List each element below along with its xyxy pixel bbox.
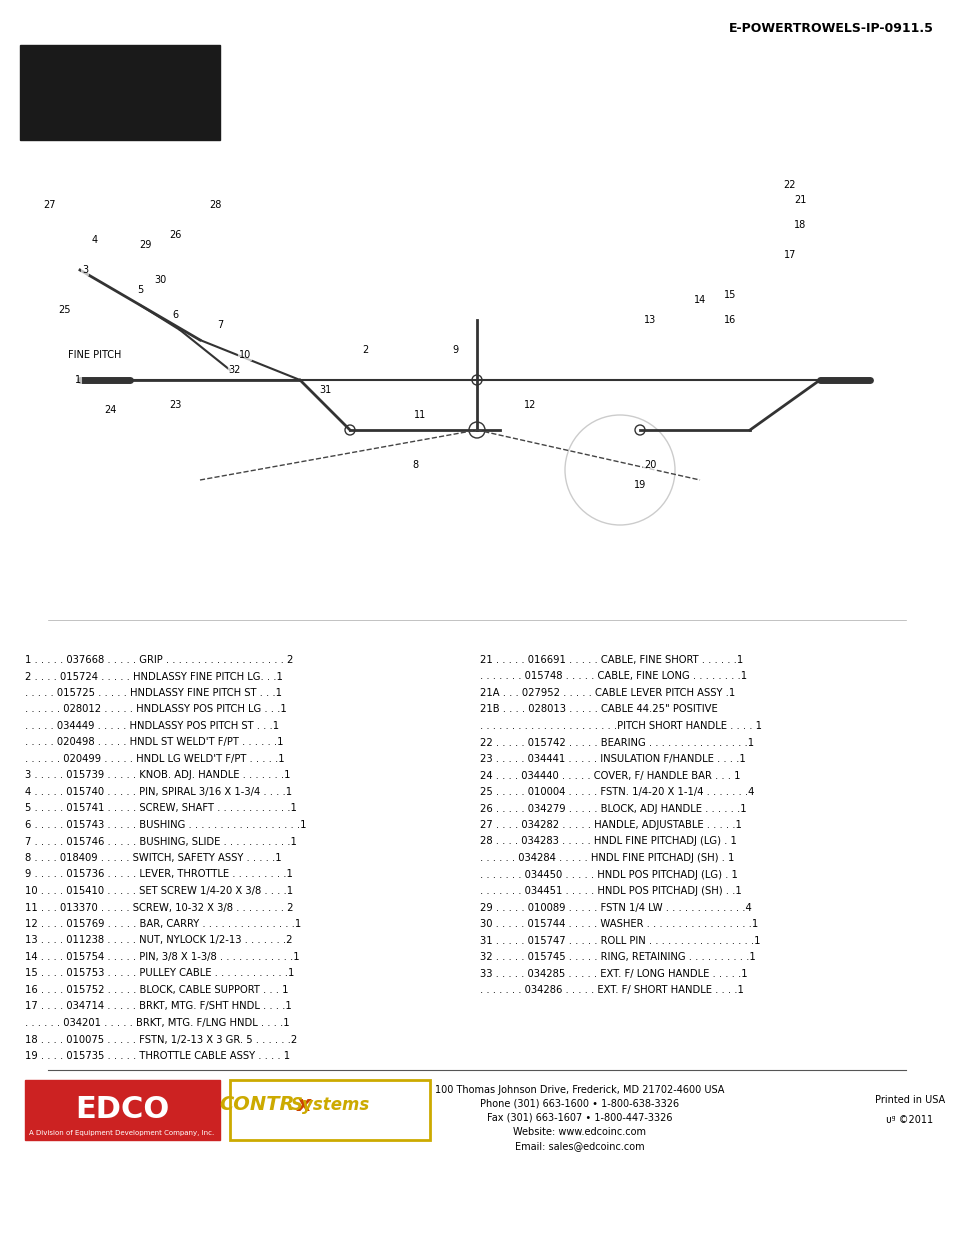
Text: 29 . . . . . 010089 . . . . . FSTN 1/4 LW . . . . . . . . . . . . .4: 29 . . . . . 010089 . . . . . FSTN 1/4 L… — [479, 903, 751, 913]
Text: . . . . . . . 034286 . . . . . EXT. F/ SHORT HANDLE . . . .1: . . . . . . . 034286 . . . . . EXT. F/ S… — [479, 986, 743, 995]
FancyBboxPatch shape — [230, 1079, 430, 1140]
Text: 17: 17 — [783, 249, 796, 261]
Text: ᴜᵍ ©2011: ᴜᵍ ©2011 — [885, 1115, 933, 1125]
Text: 9 . . . . . 015736 . . . . . LEVER, THROTTLE . . . . . . . . .1: 9 . . . . . 015736 . . . . . LEVER, THRO… — [25, 869, 293, 879]
Text: 11: 11 — [414, 410, 426, 420]
Text: . . . . . . . 034451 . . . . . HNDL POS PITCHADJ (SH) . .1: . . . . . . . 034451 . . . . . HNDL POS … — [479, 885, 741, 897]
Text: 18 . . . . 010075 . . . . . FSTN, 1/2-13 X 3 GR. 5 . . . . . .2: 18 . . . . 010075 . . . . . FSTN, 1/2-13… — [25, 1035, 297, 1045]
Text: 25 . . . . . 010004 . . . . . FSTN. 1/4-20 X 1-1/4 . . . . . . .4: 25 . . . . . 010004 . . . . . FSTN. 1/4-… — [479, 787, 754, 797]
Text: 5 . . . . . 015741 . . . . . SCREW, SHAFT . . . . . . . . . . . .1: 5 . . . . . 015741 . . . . . SCREW, SHAF… — [25, 804, 296, 814]
Text: A Division of Equipment Development Company, Inc.: A Division of Equipment Development Comp… — [30, 1130, 214, 1136]
Text: 10 . . . . 015410 . . . . . SET SCREW 1/4-20 X 3/8 . . . .1: 10 . . . . 015410 . . . . . SET SCREW 1/… — [25, 885, 293, 897]
Text: 15 . . . . 015753 . . . . . PULLEY CABLE . . . . . . . . . . . .1: 15 . . . . 015753 . . . . . PULLEY CABLE… — [25, 968, 294, 978]
Text: 23: 23 — [169, 400, 181, 410]
Text: . . . . . . . 034450 . . . . . HNDL POS PITCHADJ (LG) . 1: . . . . . . . 034450 . . . . . HNDL POS … — [479, 869, 737, 879]
Text: 26: 26 — [169, 230, 181, 240]
Text: 22 . . . . . 015742 . . . . . BEARING . . . . . . . . . . . . . . . .1: 22 . . . . . 015742 . . . . . BEARING . … — [479, 737, 753, 747]
Text: 21A . . . 027952 . . . . . CABLE LEVER PITCH ASSY .1: 21A . . . 027952 . . . . . CABLE LEVER P… — [479, 688, 735, 698]
Text: 21: 21 — [793, 195, 805, 205]
Text: Printed in USA: Printed in USA — [874, 1095, 944, 1105]
Text: 12 . . . . 015769 . . . . . BAR, CARRY . . . . . . . . . . . . . . .1: 12 . . . . 015769 . . . . . BAR, CARRY .… — [25, 919, 301, 929]
Text: 100 Thomas Johnson Drive, Frederick, MD 21702-4600 USA
Phone (301) 663-1600 • 1-: 100 Thomas Johnson Drive, Frederick, MD … — [435, 1086, 724, 1151]
Text: FINE PITCH: FINE PITCH — [68, 350, 121, 359]
Text: E-POWERTROWELS-IP-0911.5: E-POWERTROWELS-IP-0911.5 — [728, 22, 933, 35]
Text: 8 . . . . 018409 . . . . . SWITCH, SAFETY ASSY . . . . .1: 8 . . . . 018409 . . . . . SWITCH, SAFET… — [25, 853, 281, 863]
Text: 2 . . . . 015724 . . . . . HNDLASSY FINE PITCH LG. . .1: 2 . . . . 015724 . . . . . HNDLASSY FINE… — [25, 672, 283, 682]
Text: . . . . . 020498 . . . . . HNDL ST WELD'T F/PT . . . . . .1: . . . . . 020498 . . . . . HNDL ST WELD'… — [25, 737, 283, 747]
Text: 9: 9 — [452, 345, 457, 354]
Text: 27: 27 — [44, 200, 56, 210]
Text: 7: 7 — [216, 320, 223, 330]
Text: 2: 2 — [361, 345, 368, 354]
Text: 31 . . . . . 015747 . . . . . ROLL PIN . . . . . . . . . . . . . . . . .1: 31 . . . . . 015747 . . . . . ROLL PIN .… — [479, 935, 760, 946]
Text: 7 . . . . . 015746 . . . . . BUSHING, SLIDE . . . . . . . . . . .1: 7 . . . . . 015746 . . . . . BUSHING, SL… — [25, 836, 296, 846]
Text: 12: 12 — [523, 400, 536, 410]
Text: 32: 32 — [229, 366, 241, 375]
Text: 30: 30 — [153, 275, 166, 285]
Text: 32 . . . . . 015745 . . . . . RING, RETAINING . . . . . . . . . .1: 32 . . . . . 015745 . . . . . RING, RETA… — [479, 952, 755, 962]
FancyBboxPatch shape — [20, 44, 220, 140]
Text: 14 . . . . 015754 . . . . . PIN, 3/8 X 1-3/8 . . . . . . . . . . . .1: 14 . . . . 015754 . . . . . PIN, 3/8 X 1… — [25, 952, 299, 962]
Text: . . . . . . 034284 . . . . . HNDL FINE PITCHADJ (SH) . 1: . . . . . . 034284 . . . . . HNDL FINE P… — [479, 853, 734, 863]
Text: 10: 10 — [238, 350, 251, 359]
Text: Systems: Systems — [290, 1095, 369, 1114]
Text: 13: 13 — [643, 315, 656, 325]
Text: 22: 22 — [783, 180, 796, 190]
Text: 24 . . . . 034440 . . . . . COVER, F/ HANDLE BAR . . . 1: 24 . . . . 034440 . . . . . COVER, F/ HA… — [479, 771, 740, 781]
Text: 4: 4 — [91, 235, 98, 245]
Text: . . . . . . 034201 . . . . . BRKT, MTG. F/LNG HNDL . . . .1: . . . . . . 034201 . . . . . BRKT, MTG. … — [25, 1018, 290, 1028]
Text: 28: 28 — [209, 200, 221, 210]
Text: x: x — [296, 1095, 311, 1115]
Text: 16 . . . . 015752 . . . . . BLOCK, CABLE SUPPORT . . . 1: 16 . . . . 015752 . . . . . BLOCK, CABLE… — [25, 986, 288, 995]
Text: 28 . . . . 034283 . . . . . HNDL FINE PITCHADJ (LG) . 1: 28 . . . . 034283 . . . . . HNDL FINE PI… — [479, 836, 736, 846]
Text: 25: 25 — [59, 305, 71, 315]
Text: 23 . . . . . 034441 . . . . . INSULATION F/HANDLE . . . .1: 23 . . . . . 034441 . . . . . INSULATION… — [479, 755, 745, 764]
Text: 29: 29 — [139, 240, 151, 249]
Text: 19: 19 — [633, 480, 645, 490]
Text: EDCO: EDCO — [74, 1095, 169, 1125]
Text: . . . . . . 028012 . . . . . HNDLASSY POS PITCH LG . . .1: . . . . . . 028012 . . . . . HNDLASSY PO… — [25, 704, 287, 715]
Text: . . . . . . 020499 . . . . . HNDL LG WELD'T F/PT . . . . .1: . . . . . . 020499 . . . . . HNDL LG WEL… — [25, 755, 284, 764]
Text: 3 . . . . . 015739 . . . . . KNOB. ADJ. HANDLE . . . . . . .1: 3 . . . . . 015739 . . . . . KNOB. ADJ. … — [25, 771, 291, 781]
Text: . . . . . . . . . . . . . . . . . . . . . .PITCH SHORT HANDLE . . . . 1: . . . . . . . . . . . . . . . . . . . . … — [479, 721, 761, 731]
Text: 31: 31 — [318, 385, 331, 395]
Text: CONTR: CONTR — [219, 1095, 294, 1114]
Text: 11 . . . 013370 . . . . . SCREW, 10-32 X 3/8 . . . . . . . . 2: 11 . . . 013370 . . . . . SCREW, 10-32 X… — [25, 903, 294, 913]
Text: 26 . . . . . 034279 . . . . . BLOCK, ADJ HANDLE . . . . . .1: 26 . . . . . 034279 . . . . . BLOCK, ADJ… — [479, 804, 746, 814]
Text: 3: 3 — [82, 266, 88, 275]
Text: 30 . . . . . 015744 . . . . . WASHER . . . . . . . . . . . . . . . . .1: 30 . . . . . 015744 . . . . . WASHER . .… — [479, 919, 758, 929]
Text: 1: 1 — [75, 375, 81, 385]
Text: 4 . . . . . 015740 . . . . . PIN, SPIRAL 3/16 X 1-3/4 . . . .1: 4 . . . . . 015740 . . . . . PIN, SPIRAL… — [25, 787, 292, 797]
Text: 17 . . . . 034714 . . . . . BRKT, MTG. F/SHT HNDL . . . .1: 17 . . . . 034714 . . . . . BRKT, MTG. F… — [25, 1002, 292, 1011]
Text: . . . . . 034449 . . . . . HNDLASSY POS PITCH ST . . .1: . . . . . 034449 . . . . . HNDLASSY POS … — [25, 721, 279, 731]
Text: . . . . . 015725 . . . . . HNDLASSY FINE PITCH ST . . .1: . . . . . 015725 . . . . . HNDLASSY FINE… — [25, 688, 282, 698]
Text: 19 . . . . 015735 . . . . . THROTTLE CABLE ASSY . . . . 1: 19 . . . . 015735 . . . . . THROTTLE CAB… — [25, 1051, 290, 1061]
Text: . . . . . . . 015748 . . . . . CABLE, FINE LONG . . . . . . . .1: . . . . . . . 015748 . . . . . CABLE, FI… — [479, 672, 746, 682]
Text: 1 . . . . . 037668 . . . . . GRIP . . . . . . . . . . . . . . . . . . . 2: 1 . . . . . 037668 . . . . . GRIP . . . … — [25, 655, 294, 664]
Text: 15: 15 — [723, 290, 736, 300]
Text: 13 . . . . 011238 . . . . . NUT, NYLOCK 1/2-13 . . . . . . .2: 13 . . . . 011238 . . . . . NUT, NYLOCK … — [25, 935, 293, 946]
Text: 21 . . . . . 016691 . . . . . CABLE, FINE SHORT . . . . . .1: 21 . . . . . 016691 . . . . . CABLE, FIN… — [479, 655, 742, 664]
Text: 24: 24 — [104, 405, 116, 415]
Text: 20: 20 — [643, 459, 656, 471]
Text: 18: 18 — [793, 220, 805, 230]
Text: 5: 5 — [136, 285, 143, 295]
Text: 21B . . . . 028013 . . . . . CABLE 44.25" POSITIVE: 21B . . . . 028013 . . . . . CABLE 44.25… — [479, 704, 717, 715]
Text: 33 . . . . . 034285 . . . . . EXT. F/ LONG HANDLE . . . . .1: 33 . . . . . 034285 . . . . . EXT. F/ LO… — [479, 968, 747, 978]
FancyBboxPatch shape — [25, 1079, 220, 1140]
Text: 14: 14 — [693, 295, 705, 305]
Text: 16: 16 — [723, 315, 736, 325]
Text: 8: 8 — [412, 459, 417, 471]
Text: 6: 6 — [172, 310, 178, 320]
Text: 27 . . . . 034282 . . . . . HANDLE, ADJUSTABLE . . . . .1: 27 . . . . 034282 . . . . . HANDLE, ADJU… — [479, 820, 741, 830]
Text: 6 . . . . . 015743 . . . . . BUSHING . . . . . . . . . . . . . . . . . .1: 6 . . . . . 015743 . . . . . BUSHING . .… — [25, 820, 306, 830]
